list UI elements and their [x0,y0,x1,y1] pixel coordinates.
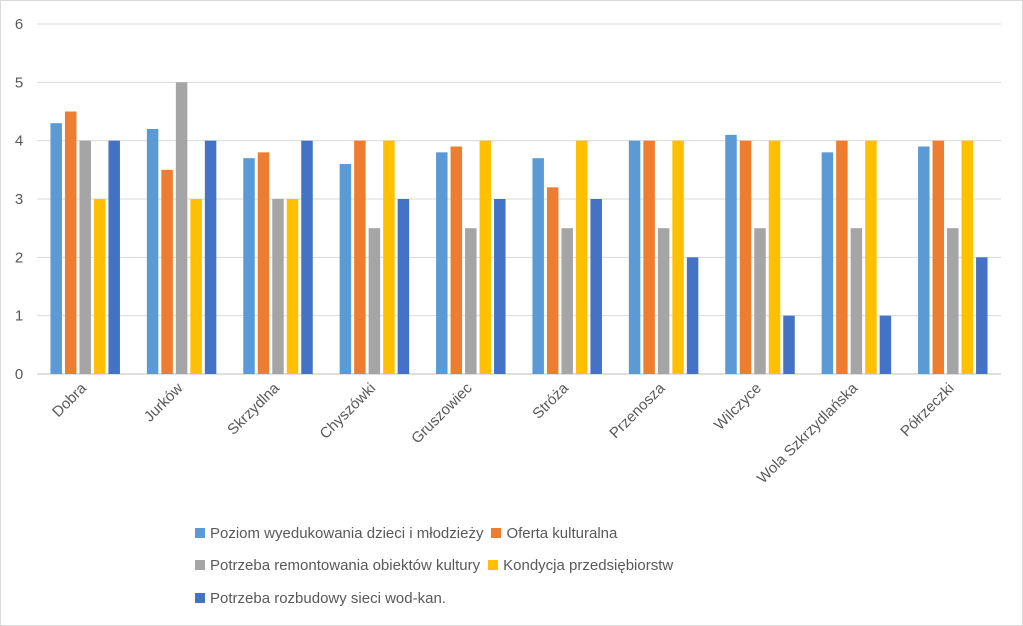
y-axis-ticks: 0 1 2 3 4 5 6 [15,16,23,383]
x-tick-label: Skrzydlna [224,379,283,438]
bar-3-3 [272,199,284,374]
y-tick-label: 4 [15,133,23,150]
bar-3-6 [561,228,573,374]
bar-5-6 [590,199,602,374]
bar-1-10 [918,146,930,374]
bar-5-3 [301,140,313,374]
bar-4-3 [286,199,299,374]
x-tick-label: Wola Szkrzydlańska [754,379,862,487]
bar-3-5 [465,228,477,374]
legend-item-series-5: Potrzeba rozbudowy sieci wod-kan. [195,590,446,607]
y-tick-label: 0 [15,366,23,383]
bar-1-2 [146,129,159,374]
bar-4-7 [672,140,684,374]
bar-4-5 [479,140,492,374]
x-tick-label: Stróża [529,379,572,422]
bar-4-10 [961,140,974,374]
legend-label-series-4: Kondycja przedsiębiorstw [503,556,674,574]
y-tick-label: 6 [15,16,23,33]
bar-3-4 [368,228,381,374]
x-axis-labels: Dobra Jurków Skrzydlna Chyszówki Gruszowiec S… [49,379,958,487]
bar-5-7 [686,257,699,374]
legend-label-series-3: Potrzeba remontowania obiektów kultury [210,556,481,574]
bar-2-10 [932,140,945,374]
bar-2-5 [450,146,463,374]
bar-1-8 [725,134,737,374]
legend-row-1: Poziom wyedukowania dzieci i młodzieży O… [195,519,625,547]
legend-label-series-2: Oferta kulturalna [506,524,618,542]
bar-1-7 [628,140,641,374]
bar-chart: 0 1 2 3 4 5 6 Dobra Jurków Skrzydlna Chyszówki Gru… [15,16,1001,487]
bar-2-2 [161,169,173,374]
legend-item-series-4: Kondycja przedsiębiorstw [488,557,673,574]
legend-swatch-series-2 [491,528,502,538]
bar-1-3 [243,158,255,374]
legend-item-series-1: Poziom wyedukowania dzieci i młodzieży [195,525,483,542]
y-tick-label: 5 [15,74,23,91]
bar-4-6 [575,140,588,374]
bar-1-6 [532,158,544,374]
bar-2-4 [354,140,366,374]
legend-swatch-series-1 [195,528,205,538]
legend-label-series-5: Potrzeba rozbudowy sieci wod-kan. [210,589,446,607]
x-tick-label: Przenosza [606,379,669,442]
bar-3-8 [754,228,766,374]
bars [50,82,988,375]
y-tick-label: 2 [15,249,23,266]
x-tick-label: Jurków [141,380,187,426]
bar-5-5 [494,199,506,374]
bar-2-8 [739,140,752,374]
legend-item-series-3: Potrzeba remontowania obiektów kultury [195,557,480,574]
bar-5-1 [108,140,120,374]
bar-3-7 [657,228,670,374]
bar-1-5 [436,152,448,374]
y-tick-label: 1 [15,308,23,325]
bar-1-9 [821,152,834,374]
bar-5-2 [204,140,217,374]
bar-3-10 [947,228,959,374]
legend-swatch-series-4 [488,560,499,570]
legend-swatch-series-5 [195,593,205,603]
x-tick-label: Dobra [49,379,90,420]
bar-2-1 [64,111,77,374]
legend-item-series-2: Oferta kulturalna [491,525,617,542]
bar-4-8 [768,140,781,374]
legend-row-3: Potrzeba rozbudowy sieci wod-kan. [195,584,454,612]
bar-4-1 [93,199,106,374]
bar-3-2 [175,82,188,374]
x-tick-label: Półrzeczki [897,380,957,440]
bar-3-1 [79,140,91,374]
bar-5-4 [397,199,410,374]
legend-swatch-series-3 [195,560,205,570]
bar-4-9 [865,140,877,374]
legend-row-2: Potrzeba remontowania obiektów kultury K… [195,551,681,579]
x-tick-label: Chyszówki [317,380,380,443]
x-tick-label: Gruszowiec [408,379,476,447]
bar-1-1 [50,123,62,375]
bar-4-4 [383,140,395,374]
bar-2-7 [643,140,655,374]
y-tick-label: 3 [15,191,23,208]
x-tick-label: Wilczyce [711,380,765,434]
bar-4-2 [190,199,202,374]
bar-2-3 [257,152,270,374]
legend-label-series-1: Poziom wyedukowania dzieci i młodzieży [210,524,484,542]
bar-5-8 [783,315,795,374]
bar-5-10 [976,257,988,374]
bar-2-9 [836,140,848,374]
bar-5-9 [879,315,892,374]
bar-1-4 [339,164,352,374]
bar-3-9 [850,228,863,374]
bar-2-6 [546,187,559,374]
